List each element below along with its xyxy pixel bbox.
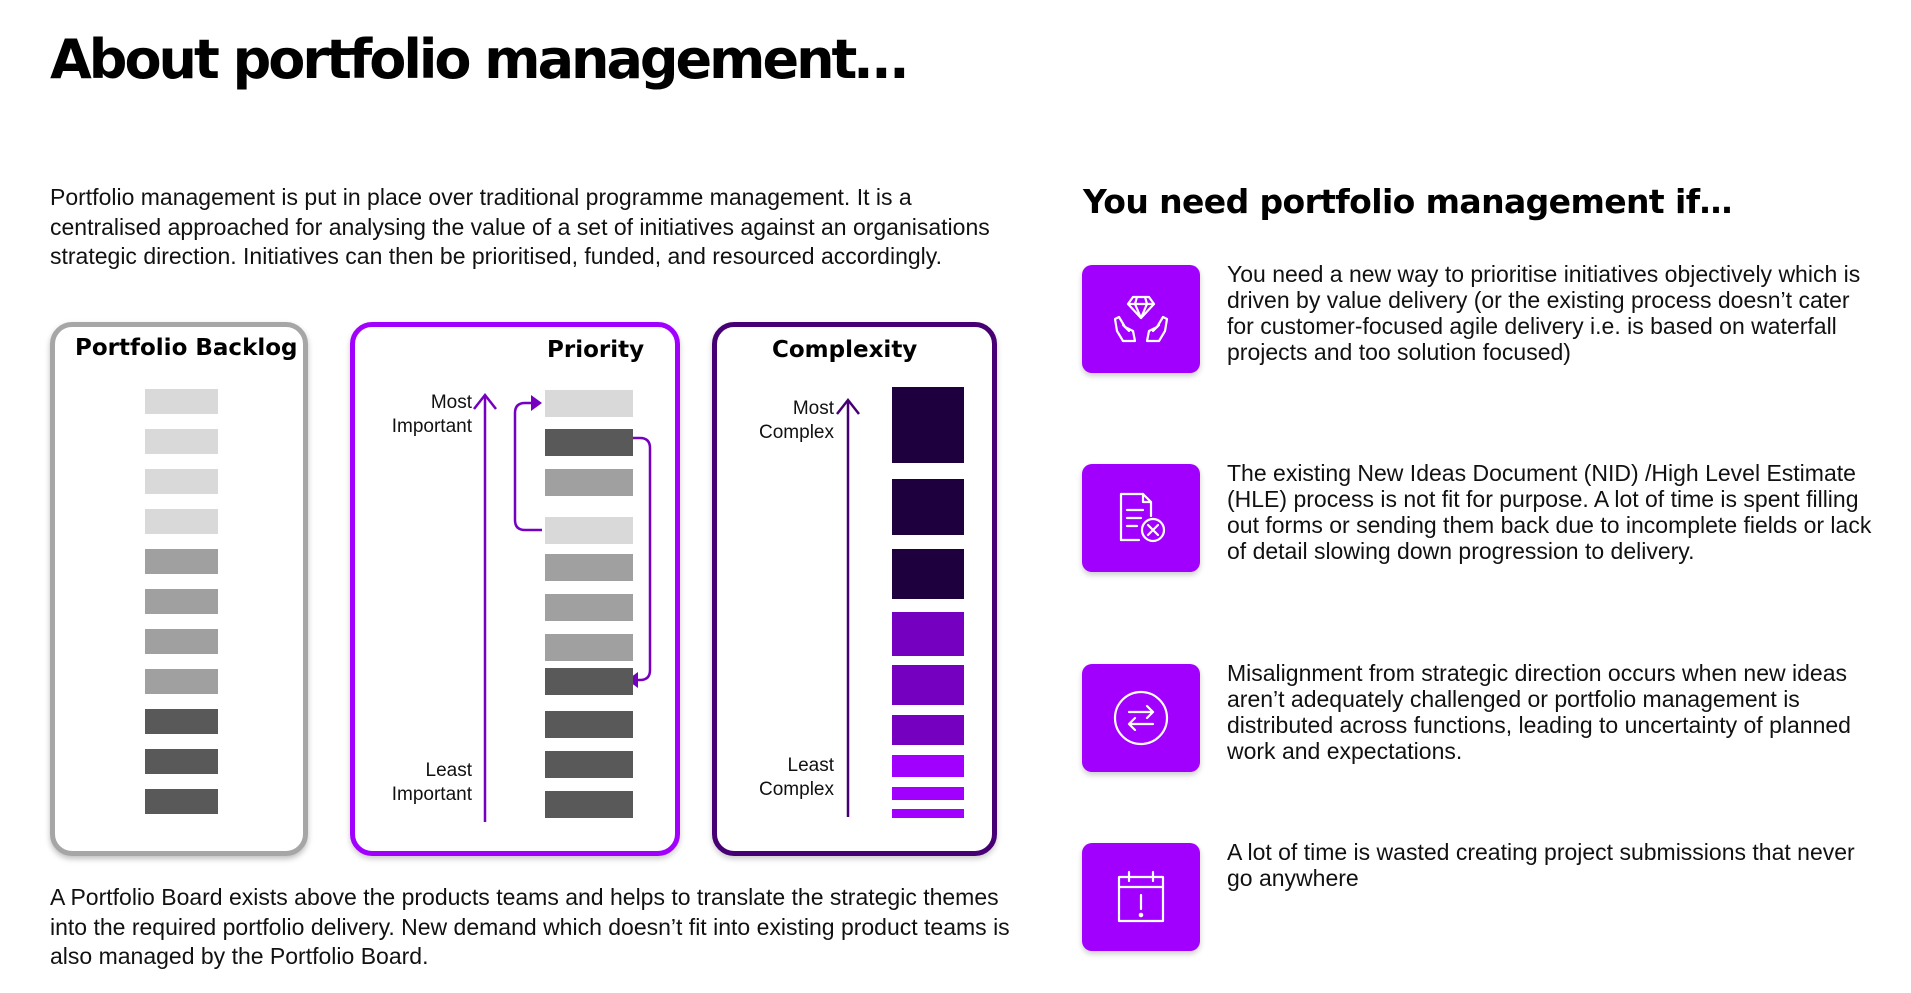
backlog-block (145, 429, 218, 454)
priority-block (545, 429, 633, 456)
priority-arrows (473, 392, 652, 822)
backlog-block (145, 749, 218, 774)
exchange-arrows-icon (1082, 664, 1200, 772)
complexity-block (892, 387, 964, 463)
backlog-block (145, 629, 218, 654)
reason-text: You need a new way to prioritise initiat… (1227, 261, 1861, 365)
page-title: About portfolio management… (50, 28, 908, 91)
backlog-block (145, 789, 218, 814)
priority-block (545, 751, 633, 778)
reason-text: Misalignment from strategic direction oc… (1227, 660, 1851, 764)
backlog-block (145, 669, 218, 694)
priority-panel: Priority Most Important Least Important (350, 322, 680, 856)
reason-text: The existing New Ideas Document (NID) /H… (1227, 460, 1872, 564)
complexity-title: Complexity (772, 337, 918, 363)
complexity-arrow (836, 397, 860, 817)
priority-block (545, 469, 633, 496)
complexity-block (892, 787, 964, 800)
priority-block (545, 634, 633, 661)
priority-block (545, 791, 633, 818)
priority-block (545, 390, 633, 417)
complexity-block (892, 479, 964, 535)
priority-block (545, 711, 633, 738)
complexity-block (892, 665, 964, 705)
backlog-block (145, 469, 218, 494)
complexity-block (892, 612, 964, 656)
portfolio-board-paragraph: A Portfolio Board exists above the produ… (50, 884, 1010, 969)
complexity-block (892, 549, 964, 599)
least-important-label: Least Important (391, 760, 472, 805)
need-portfolio-title: You need portfolio management if… (1083, 182, 1732, 221)
backlog-block (145, 709, 218, 734)
most-important-label: Most Important (391, 392, 472, 437)
most-complex-label: Most Complex (759, 398, 834, 443)
backlog-block (145, 509, 218, 534)
priority-block (545, 554, 633, 581)
backlog-title: Portfolio Backlog (75, 335, 298, 361)
priority-block (545, 594, 633, 621)
document-cancel-icon (1082, 464, 1200, 572)
reason-text: A lot of time is wasted creating project… (1227, 839, 1855, 891)
complexity-block (892, 755, 964, 777)
priority-block (545, 517, 633, 544)
complexity-block (892, 809, 964, 818)
calendar-alert-icon (1082, 843, 1200, 951)
least-complex-label: Least Complex (759, 755, 834, 800)
backlog-block (145, 589, 218, 614)
hands-diamond-icon (1082, 265, 1200, 373)
intro-paragraph: Portfolio management is put in place ove… (50, 184, 990, 269)
priority-title: Priority (547, 337, 645, 363)
backlog-panel: Portfolio Backlog (50, 322, 308, 856)
complexity-block (892, 715, 964, 745)
priority-block (545, 668, 633, 695)
complexity-panel: Complexity Most Complex Least Complex (712, 322, 997, 856)
backlog-block (145, 549, 218, 574)
backlog-block (145, 389, 218, 414)
